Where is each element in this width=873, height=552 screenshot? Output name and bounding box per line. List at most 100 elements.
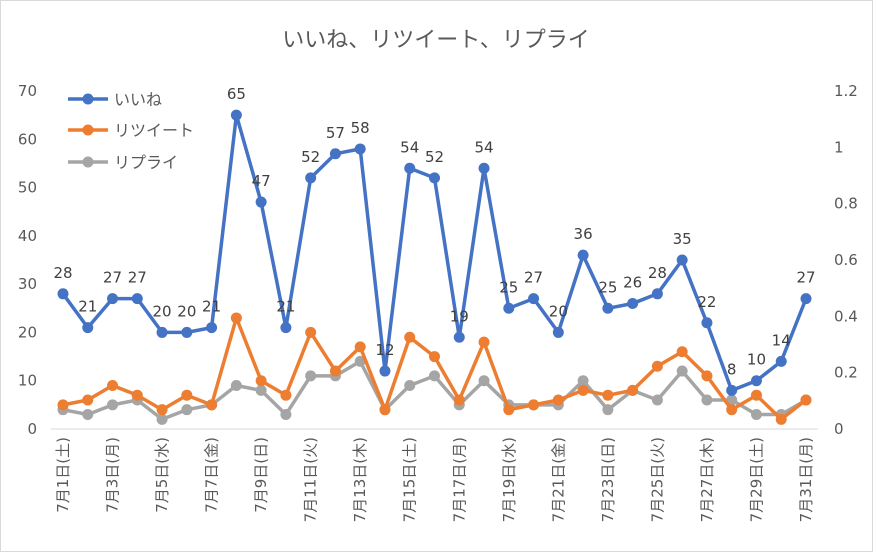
data-point <box>354 341 366 353</box>
y-right-tick-label: 0.8 <box>834 195 858 213</box>
data-point <box>528 399 540 411</box>
data-labels: 28 21 27 27 20 20 21 65 47 21 52 57 58 12 54 52 19 54 25 27… <box>53 85 815 378</box>
data-point <box>651 360 663 372</box>
data-point <box>577 249 589 261</box>
data-point <box>255 384 267 396</box>
data-label: 65 <box>227 85 246 103</box>
data-point <box>750 409 762 421</box>
data-point <box>726 404 738 416</box>
y-left-tick-label: 0 <box>27 420 37 438</box>
data-point <box>676 365 688 377</box>
data-label: 57 <box>326 124 345 142</box>
data-point <box>429 172 440 184</box>
data-point <box>577 384 589 396</box>
data-point <box>82 322 94 334</box>
legend-marker <box>82 93 94 105</box>
y-left-tick-label: 10 <box>18 372 37 390</box>
data-label: 14 <box>772 331 791 349</box>
data-point <box>280 389 292 401</box>
y-right-tick-label: 0 <box>834 420 844 438</box>
data-point <box>750 375 762 387</box>
data-point <box>627 384 639 396</box>
x-tick-label: 7月31日(月) <box>797 437 815 522</box>
data-point <box>701 370 713 382</box>
data-point <box>305 172 317 184</box>
x-tick-label: 7月23日(日) <box>599 437 617 522</box>
y-left-tick-label: 40 <box>18 227 37 245</box>
series-layer <box>57 109 812 425</box>
data-point <box>131 389 143 401</box>
y-right-tick-label: 1 <box>834 138 844 156</box>
data-label: 21 <box>78 298 97 316</box>
legend-marker <box>82 156 94 168</box>
data-point <box>354 143 366 155</box>
legend-label: いいね <box>114 90 162 109</box>
data-label: 26 <box>623 273 642 291</box>
data-point <box>305 326 317 338</box>
y-left-tick-label: 50 <box>18 179 37 197</box>
y-left-tick-label: 30 <box>18 275 37 293</box>
data-point <box>57 399 69 411</box>
data-point <box>305 370 317 382</box>
x-tick-label: 7月27日(木) <box>698 437 716 522</box>
data-point <box>82 409 94 421</box>
y-right-tick-label: 1.2 <box>834 82 858 100</box>
x-tick-label: 7月29日(土) <box>747 437 765 522</box>
data-point <box>181 404 193 416</box>
data-point <box>156 326 168 338</box>
data-point <box>676 346 688 358</box>
data-label: 10 <box>747 351 766 369</box>
data-point <box>230 312 242 324</box>
legend-label: リプライ <box>114 153 178 172</box>
x-tick-label: 7月17日(月) <box>450 437 468 522</box>
data-label: 35 <box>673 230 692 248</box>
data-point <box>107 399 119 411</box>
data-point <box>602 404 614 416</box>
data-point <box>206 322 218 334</box>
data-point <box>552 326 564 338</box>
legend-marker <box>82 124 94 136</box>
data-point <box>156 404 168 416</box>
data-point <box>651 394 663 406</box>
data-point <box>329 148 341 160</box>
x-tick-label: 7月5日(水) <box>153 437 171 513</box>
data-point <box>775 355 787 367</box>
y-right-tick-label: 0.4 <box>834 307 858 325</box>
data-point <box>206 399 218 411</box>
data-point <box>404 331 416 343</box>
data-label: 52 <box>301 148 320 166</box>
data-point <box>230 109 242 121</box>
data-label: 25 <box>499 278 518 296</box>
data-label: 36 <box>574 225 593 243</box>
data-label: 20 <box>177 302 196 320</box>
y-right-tick-label: 0.6 <box>834 251 858 269</box>
data-point <box>478 162 490 174</box>
data-point <box>107 380 119 392</box>
data-point <box>404 162 416 174</box>
x-tick-label: 7月15日(土) <box>401 437 419 522</box>
legend-label: リツイート <box>114 121 194 140</box>
data-point <box>453 331 465 343</box>
x-tick-label: 7月19日(水) <box>500 437 518 522</box>
data-label: 27 <box>796 269 815 287</box>
data-point <box>404 380 416 392</box>
data-point <box>552 394 564 406</box>
data-point <box>280 409 292 421</box>
data-point <box>627 297 639 309</box>
chart-title: いいね、リツイート、リプライ <box>282 28 590 53</box>
data-point <box>651 288 663 300</box>
data-label: 12 <box>375 341 394 359</box>
data-label: 21 <box>276 298 295 316</box>
data-point <box>255 196 267 208</box>
data-label: 27 <box>524 269 543 287</box>
data-point <box>503 302 515 314</box>
data-point <box>453 394 465 406</box>
data-point <box>379 404 391 416</box>
data-label: 27 <box>103 269 122 287</box>
data-point <box>478 336 490 348</box>
data-point <box>379 365 391 377</box>
x-tick-label: 7月7日(金) <box>203 437 221 513</box>
